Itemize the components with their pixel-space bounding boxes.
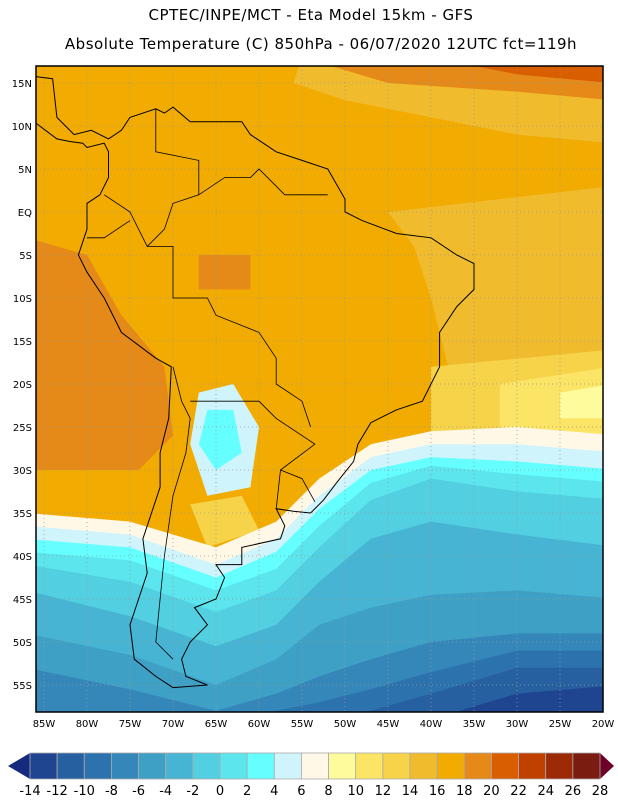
map-axes: 15N 10N 5N EQ 5S 10S 15S 20S 25S 30S 35S 40S 45S 50S 5…: [12, 79, 615, 730]
colorbar-swatch: [328, 752, 357, 780]
latitude-label: 45S: [13, 595, 32, 606]
colorbar-swatch: [436, 752, 465, 780]
colorbar-label: 20: [483, 784, 500, 799]
colorbar-label: -14: [19, 784, 40, 799]
longitude-label: 65W: [205, 719, 228, 730]
colorbar-swatch: [138, 752, 167, 780]
colorbar: -14 -12 -10 -8 -6 -4 -2 0 2 4 6 8 10 12 14 16 18 20 22 24 26…: [8, 752, 614, 799]
longitude-label: 25W: [549, 719, 572, 730]
colorbar-over-arrow: [600, 753, 614, 779]
colorbar-label: 8: [324, 784, 332, 799]
field-18c-pacific: [36, 240, 173, 470]
country-border: [280, 469, 316, 502]
latitude-label: 55S: [13, 681, 32, 692]
colorbar-label: 28: [592, 784, 609, 799]
latitude-label: 15S: [13, 337, 32, 348]
colorbar-label: 16: [429, 784, 446, 799]
colorbar-label: 12: [375, 784, 392, 799]
colorbar-label: -12: [47, 784, 68, 799]
colorbar-label: 22: [510, 784, 527, 799]
colorbar-swatch: [463, 752, 492, 780]
colorbar-swatch: [518, 752, 547, 780]
graticule: [36, 66, 603, 712]
colorbar-swatch: [29, 752, 58, 780]
latitude-label: 25S: [13, 423, 32, 434]
colorbar-swatch: [572, 752, 601, 780]
latitude-label: 20S: [13, 380, 32, 391]
colorbar-swatch: [83, 752, 112, 780]
longitude-label: 80W: [76, 719, 99, 730]
longitude-label: 55W: [291, 719, 314, 730]
colorbar-label: 6: [297, 784, 305, 799]
colorbar-swatch: [355, 752, 384, 780]
longitude-label: 30W: [506, 719, 529, 730]
colorbar-label: 0: [216, 784, 224, 799]
longitude-label: 60W: [248, 719, 271, 730]
chart-subtitle: Absolute Temperature (C) 850hPa - 06/07/…: [64, 35, 578, 53]
country-border: [147, 246, 311, 428]
latitude-label: 15N: [12, 79, 32, 90]
coastline: [36, 76, 475, 689]
field-18c-interior: [198, 255, 251, 290]
latitude-label: 40S: [13, 552, 32, 563]
colorbar-under-arrow: [8, 753, 30, 779]
colorbar-label: -10: [74, 784, 95, 799]
longitude-label: 20W: [592, 719, 615, 730]
latitude-label: 30S: [13, 466, 32, 477]
colorbar-label: 18: [456, 784, 473, 799]
temperature-field: [36, 66, 603, 712]
longitude-label: 45W: [377, 719, 400, 730]
latitude-label: 10S: [13, 294, 32, 305]
colorbar-swatch: [246, 752, 275, 780]
colorbar-label: 24: [537, 784, 554, 799]
colorbar-label: 14: [402, 784, 419, 799]
latitude-label: 10N: [12, 122, 32, 133]
colorbar-label: -2: [186, 784, 199, 799]
longitude-label: 85W: [33, 719, 56, 730]
colorbar-label: 2: [243, 784, 251, 799]
latitude-label: EQ: [18, 208, 32, 219]
latitude-label: 5S: [19, 251, 32, 262]
longitude-label: 50W: [334, 719, 357, 730]
country-border: [155, 366, 191, 660]
field-band--14c: [455, 686, 603, 712]
colorbar-label: -4: [159, 784, 172, 799]
colorbar-swatch: [382, 752, 411, 780]
south-america-coastline: [36, 76, 475, 689]
country-border: [190, 400, 316, 509]
colorbar-label: 4: [270, 784, 278, 799]
field-2c-andes: [198, 409, 242, 470]
colorbar-swatch: [301, 752, 329, 780]
colorbar-swatch: [56, 752, 85, 780]
colorbar-label: -6: [132, 784, 145, 799]
colorbar-swatch: [545, 752, 574, 780]
chart-title: CPTEC/INPE/MCT - Eta Model 15km - GFS: [148, 6, 474, 24]
longitude-label: 35W: [463, 719, 486, 730]
country-border: [155, 108, 200, 195]
latitude-label: 35S: [13, 509, 32, 520]
colorbar-swatch: [192, 752, 221, 780]
colorbar-swatch: [165, 752, 194, 780]
colorbar-swatch: [409, 752, 438, 780]
longitude-label: 75W: [119, 719, 142, 730]
colorbar-swatch: [111, 752, 139, 780]
field-12c-pampas: [190, 495, 259, 548]
field-20c-corner: [475, 66, 603, 83]
longitude-label: 40W: [420, 719, 443, 730]
colorbar-swatch: [273, 752, 302, 780]
latitude-label: 50S: [13, 638, 32, 649]
longitude-label: 70W: [162, 719, 185, 730]
colorbar-label: -8: [105, 784, 118, 799]
latitude-label: 5N: [18, 165, 32, 176]
country-border: [87, 220, 131, 239]
field-8c-patch: [560, 385, 603, 419]
map-frame: [35, 65, 604, 713]
colorbar-label: 26: [565, 784, 582, 799]
colorbar-swatch: [491, 752, 519, 780]
colorbar-label: 10: [347, 784, 364, 799]
colorbar-swatch: [219, 752, 248, 780]
